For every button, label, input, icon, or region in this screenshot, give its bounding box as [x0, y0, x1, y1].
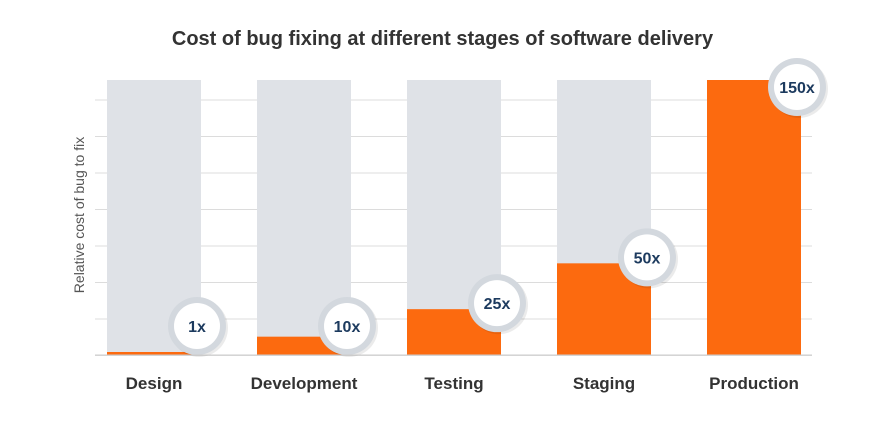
badge-core	[774, 64, 820, 110]
bar	[707, 80, 801, 355]
badge-core	[174, 303, 220, 349]
data-label: 25x	[484, 296, 511, 313]
data-label: 150x	[779, 80, 815, 97]
data-label: 1x	[188, 319, 206, 336]
badge-core	[624, 234, 670, 281]
data-label: 10x	[334, 319, 361, 336]
data-label: 50x	[634, 250, 661, 267]
bar	[107, 352, 201, 355]
category-label: Testing	[424, 374, 483, 393]
value-badges: 1x 10x 25x 50x 150x	[168, 58, 828, 357]
y-axis-label: Relative cost of bug to fix	[71, 137, 87, 293]
badge-core	[324, 303, 370, 349]
category-label: Production	[709, 374, 799, 393]
category-labels: Design Development Testing Staging Productio…	[126, 374, 799, 393]
badge-core	[474, 280, 520, 327]
chart-title: Cost of bug fixing at different stages o…	[171, 28, 714, 50]
category-label: Development	[251, 374, 358, 393]
category-label: Design	[126, 374, 183, 393]
category-label: Staging	[573, 374, 635, 393]
